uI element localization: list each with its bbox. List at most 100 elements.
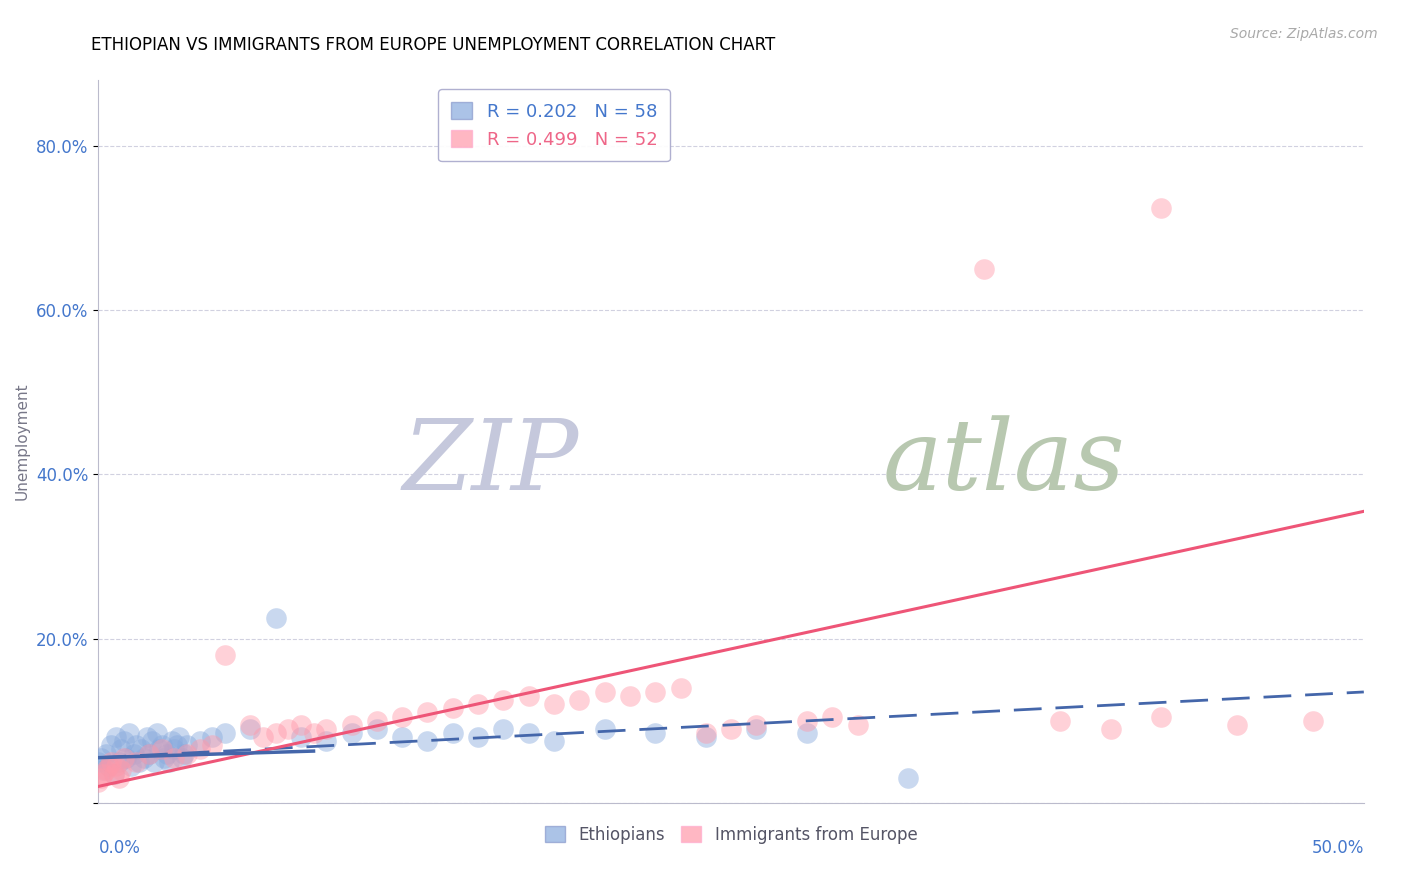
Point xyxy=(669,681,692,695)
Point xyxy=(543,698,565,712)
Point xyxy=(87,755,110,769)
Point xyxy=(143,755,166,769)
Point xyxy=(100,755,122,769)
Point xyxy=(252,730,274,744)
Point xyxy=(150,739,173,753)
Point xyxy=(517,726,540,740)
Point xyxy=(391,730,413,744)
Point xyxy=(745,722,768,736)
Point xyxy=(94,747,117,761)
Point xyxy=(619,689,641,703)
Point xyxy=(201,730,224,744)
Point xyxy=(97,759,120,773)
Point xyxy=(166,739,188,753)
Point xyxy=(110,742,132,756)
Point xyxy=(315,734,337,748)
Point xyxy=(264,611,287,625)
Text: atlas: atlas xyxy=(883,416,1126,511)
Point xyxy=(87,775,110,789)
Point xyxy=(103,767,125,781)
Point xyxy=(90,771,112,785)
Point xyxy=(176,747,198,761)
Point xyxy=(593,685,616,699)
Point xyxy=(695,730,717,744)
Text: ETHIOPIAN VS IMMIGRANTS FROM EUROPE UNEMPLOYMENT CORRELATION CHART: ETHIOPIAN VS IMMIGRANTS FROM EUROPE UNEM… xyxy=(91,36,776,54)
Point xyxy=(568,693,591,707)
Point xyxy=(1099,722,1122,736)
Point xyxy=(188,742,211,756)
Point xyxy=(157,755,180,769)
Point xyxy=(132,750,155,764)
Point xyxy=(796,726,818,740)
Point xyxy=(517,689,540,703)
Point xyxy=(176,739,198,753)
Point xyxy=(150,742,173,756)
Point xyxy=(1302,714,1324,728)
Point xyxy=(120,759,142,773)
Point xyxy=(796,714,818,728)
Y-axis label: Unemployment: Unemployment xyxy=(14,383,30,500)
Point xyxy=(290,730,312,744)
Point xyxy=(1226,718,1249,732)
Point xyxy=(188,734,211,748)
Point xyxy=(173,747,195,761)
Point xyxy=(366,714,388,728)
Point xyxy=(340,726,363,740)
Point xyxy=(107,755,129,769)
Point xyxy=(720,722,742,736)
Point xyxy=(416,734,439,748)
Text: ZIP: ZIP xyxy=(404,416,579,511)
Point xyxy=(391,709,413,723)
Point xyxy=(90,750,112,764)
Point xyxy=(105,759,128,773)
Point xyxy=(973,262,995,277)
Point xyxy=(644,726,666,740)
Point xyxy=(366,722,388,736)
Point xyxy=(416,706,439,720)
Point xyxy=(745,718,768,732)
Point xyxy=(214,726,236,740)
Point xyxy=(492,722,515,736)
Point xyxy=(239,722,262,736)
Point xyxy=(467,698,489,712)
Point xyxy=(112,734,135,748)
Point xyxy=(821,709,844,723)
Point xyxy=(107,771,129,785)
Point xyxy=(543,734,565,748)
Point xyxy=(214,648,236,662)
Point xyxy=(128,755,150,769)
Point xyxy=(141,734,163,748)
Point xyxy=(695,726,717,740)
Point xyxy=(148,742,170,756)
Point xyxy=(201,739,224,753)
Point xyxy=(125,739,148,753)
Point xyxy=(340,718,363,732)
Point xyxy=(593,722,616,736)
Point xyxy=(94,763,117,777)
Point xyxy=(160,734,183,748)
Point xyxy=(105,730,128,744)
Point xyxy=(125,755,148,769)
Point xyxy=(170,750,193,764)
Point xyxy=(110,763,132,777)
Point xyxy=(145,726,167,740)
Point xyxy=(441,701,464,715)
Point xyxy=(302,726,325,740)
Point xyxy=(97,759,120,773)
Point xyxy=(846,718,869,732)
Point xyxy=(131,742,153,756)
Point xyxy=(138,747,160,761)
Text: Source: ZipAtlas.com: Source: ZipAtlas.com xyxy=(1230,27,1378,41)
Legend: Ethiopians, Immigrants from Europe: Ethiopians, Immigrants from Europe xyxy=(537,818,925,852)
Point xyxy=(644,685,666,699)
Point xyxy=(264,726,287,740)
Point xyxy=(1049,714,1071,728)
Point xyxy=(277,722,299,736)
Point xyxy=(315,722,337,736)
Point xyxy=(115,750,138,764)
Point xyxy=(93,767,115,781)
Point xyxy=(163,750,186,764)
Point xyxy=(93,763,115,777)
Point xyxy=(169,730,191,744)
Point xyxy=(103,767,125,781)
